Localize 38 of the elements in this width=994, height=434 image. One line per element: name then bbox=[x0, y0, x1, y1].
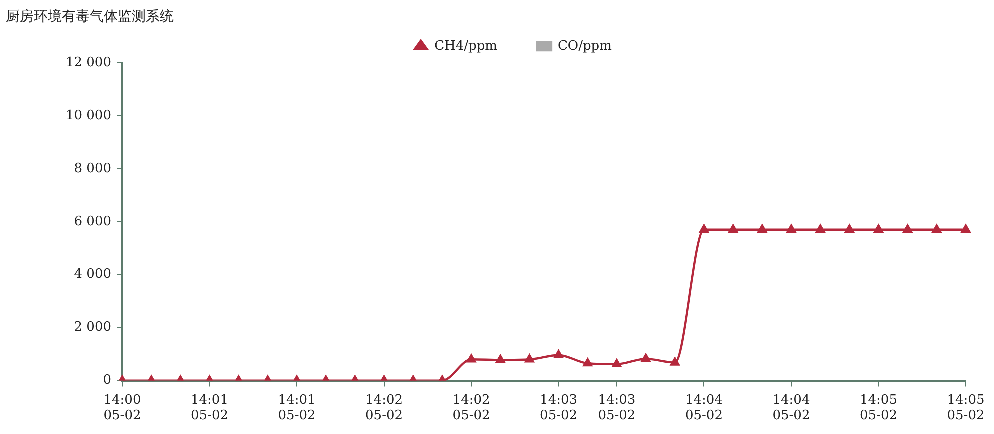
legend-label: CO/ppm bbox=[558, 38, 612, 54]
x-tick-label: 14:01 05-02 bbox=[191, 392, 228, 424]
point bbox=[874, 224, 884, 233]
y-tick-label: 6 000 bbox=[74, 214, 112, 230]
x-tick-label: 14:01 05-02 bbox=[278, 392, 316, 424]
y-tick-label: 0 bbox=[103, 373, 112, 388]
point bbox=[554, 350, 564, 358]
point bbox=[583, 358, 592, 367]
point bbox=[786, 224, 796, 233]
x-tick-label: 14:02 05-02 bbox=[366, 392, 404, 424]
x-tick-label: 14:00 05-02 bbox=[104, 392, 142, 424]
point bbox=[758, 224, 767, 233]
point bbox=[700, 224, 709, 233]
y-tick-label: 12 000 bbox=[66, 55, 112, 70]
x-tick-label: 14:05 05-02 bbox=[860, 392, 898, 424]
point bbox=[612, 359, 622, 368]
chart-title: 厨房环境有毒气体监测系统 bbox=[6, 8, 174, 26]
point bbox=[670, 358, 680, 366]
x-tick-label: 14:03 05-02 bbox=[598, 392, 636, 424]
x-tick-label: 14:05 05-02 bbox=[947, 392, 985, 424]
x-tick-label: 14:02 05-02 bbox=[452, 392, 490, 424]
point bbox=[845, 224, 854, 233]
y-tick-label: 8 000 bbox=[74, 161, 112, 176]
y-tick-label: 2 000 bbox=[74, 320, 112, 336]
legend-label: CH4/ppm bbox=[434, 38, 498, 54]
x-tick-label: 14:03 05-02 bbox=[540, 392, 578, 424]
point bbox=[903, 224, 912, 233]
point bbox=[496, 355, 506, 364]
point bbox=[961, 224, 971, 233]
point bbox=[466, 354, 476, 363]
y-tick-label: 4 000 bbox=[74, 267, 112, 282]
point bbox=[932, 224, 942, 233]
x-tick-label: 14:04 05-02 bbox=[772, 392, 810, 424]
y-tick-label: 10 000 bbox=[66, 108, 112, 124]
point bbox=[816, 224, 826, 233]
x-tick-label: 14:04 05-02 bbox=[685, 392, 723, 424]
point bbox=[728, 224, 738, 233]
point bbox=[641, 354, 651, 362]
